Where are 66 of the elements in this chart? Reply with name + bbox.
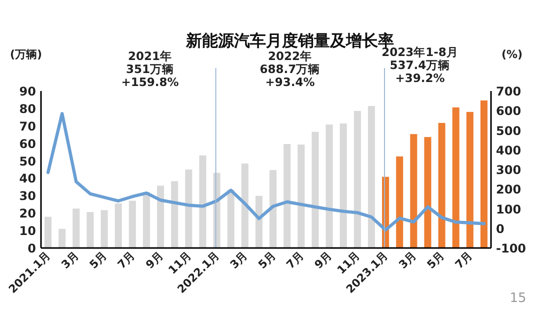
x-tick-label: 7月 (452, 248, 476, 272)
y-tick-label: 10 (19, 224, 36, 238)
bar (199, 155, 206, 248)
bar (185, 170, 192, 248)
y2-tick-label: 500 (496, 124, 522, 138)
y-tick-label: 30 (19, 189, 36, 204)
bar (480, 100, 488, 248)
y-tick-label: 0 (28, 242, 36, 256)
y2-tick-label: 400 (496, 143, 522, 158)
bar (157, 186, 164, 248)
y2-tick-label: 700 (496, 84, 522, 98)
bar (298, 144, 305, 248)
y2-tick-label: 0 (496, 222, 504, 236)
y2-tick-label: 600 (496, 104, 522, 118)
bar (340, 123, 347, 248)
text: 2022年 688.7万辆 +93.4% (260, 49, 320, 89)
x-tick-label: 9月 (143, 248, 166, 272)
y2-tick-label: 100 (496, 202, 522, 216)
y2-tick-label: 200 (496, 182, 522, 197)
y2-tick-label: 300 (496, 163, 522, 177)
x-tick-label: 5月 (424, 248, 447, 272)
y-tick-label: 70 (19, 119, 36, 134)
y-tick-label: 20 (19, 206, 36, 221)
y-tick-label: 90 (19, 84, 36, 98)
text: 15 (510, 291, 526, 306)
y2-axis-title: (%) (501, 48, 523, 61)
text: 2021年 351万辆 +159.8% (121, 49, 180, 89)
x-tick-label: 3月 (396, 248, 419, 272)
x-tick-label: 5月 (256, 248, 278, 272)
x-tick-label: 7月 (115, 248, 138, 272)
bar (284, 144, 291, 248)
bar (171, 181, 178, 248)
bar (100, 210, 108, 248)
bar (396, 156, 404, 248)
bar (142, 192, 150, 248)
bar (326, 124, 333, 248)
bar (255, 196, 262, 248)
y-axis-title: (万辆) (10, 48, 42, 61)
x-tick-label: 3月 (228, 248, 250, 272)
bar (270, 170, 277, 248)
y-tick-label: 40 (19, 172, 36, 186)
bar (241, 164, 248, 248)
line-series (46, 112, 486, 232)
bar (44, 216, 52, 248)
x-tick-label: 3月 (58, 248, 82, 272)
bar (86, 212, 94, 248)
bar (114, 203, 122, 248)
bar (128, 200, 136, 248)
bar (452, 107, 460, 248)
bar (354, 110, 361, 248)
y2-tick-label: -100 (496, 242, 526, 256)
bar (410, 134, 418, 248)
bar (466, 112, 474, 248)
bar (312, 132, 319, 248)
bar (72, 208, 80, 248)
x-tick-label: 5月 (87, 248, 110, 272)
x-tick-label: 9月 (312, 248, 334, 272)
y-tick-label: 80 (19, 102, 36, 116)
x-tick-label: 7月 (284, 248, 306, 272)
bar (424, 137, 432, 248)
bar (368, 106, 375, 248)
y-tick-label: 60 (19, 136, 36, 151)
bar (438, 122, 446, 248)
y-tick-label: 50 (19, 154, 36, 168)
bar (58, 228, 66, 248)
bar (227, 190, 234, 248)
